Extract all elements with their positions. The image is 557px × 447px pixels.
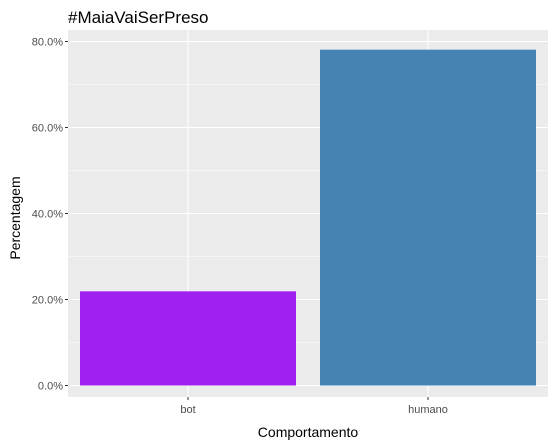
y-axis-title: Percentagem [7, 176, 23, 259]
bars [80, 49, 536, 386]
y-tick-label: 60.0% [32, 123, 63, 135]
x-axis-ticks: bot humano [180, 397, 448, 416]
x-tick-label: humano [408, 404, 448, 416]
x-axis-title: Comportamento [258, 424, 359, 440]
y-tick-label: 40.0% [32, 209, 63, 221]
y-tick-label: 20.0% [32, 295, 63, 307]
y-tick-label: 80.0% [32, 37, 63, 49]
bar-humano [320, 49, 536, 386]
y-axis-ticks: 0.0% 20.0% 40.0% 60.0% 80.0% [32, 37, 68, 393]
y-tick-label: 0.0% [38, 381, 63, 393]
bar-bot [80, 291, 296, 386]
x-tick-label: bot [180, 404, 195, 416]
chart-title: #MaiaVaiSerPreso [68, 8, 208, 27]
